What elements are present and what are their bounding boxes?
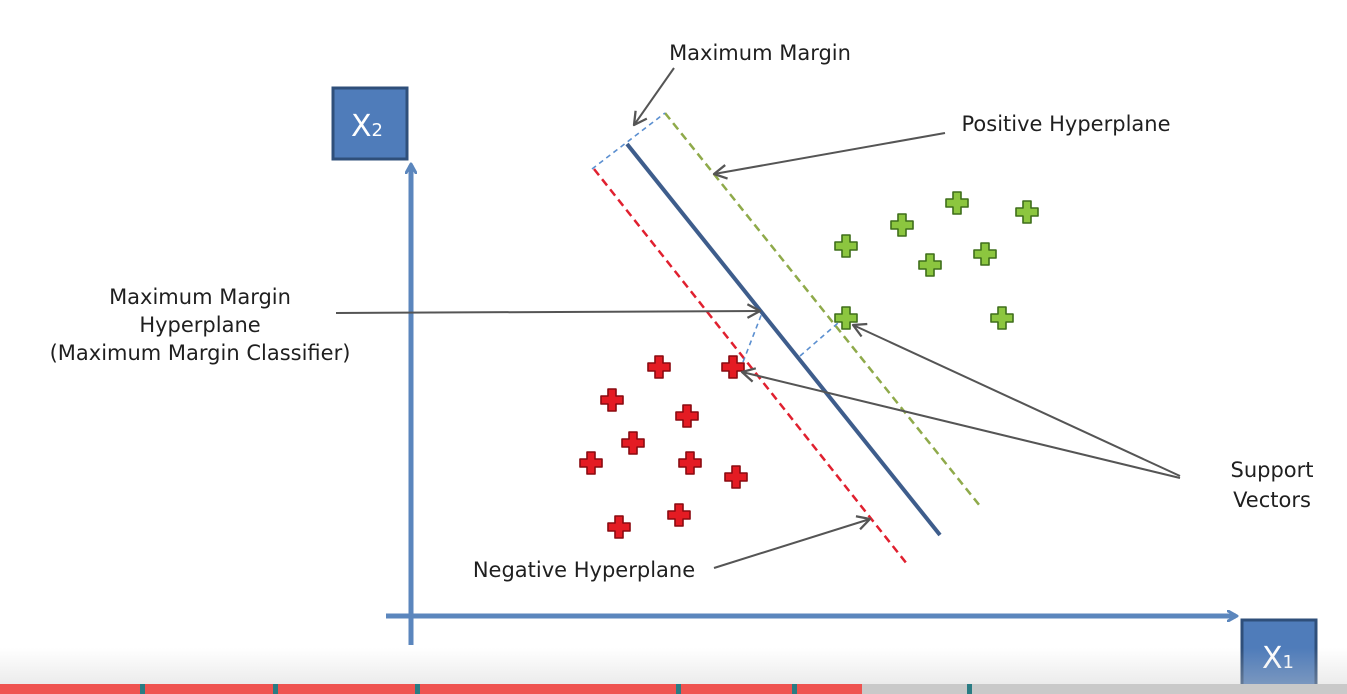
chapter-marker	[273, 684, 278, 694]
axes	[386, 165, 1236, 645]
positive-point	[890, 213, 914, 237]
positive-point	[1015, 200, 1039, 224]
positive-point	[834, 234, 858, 258]
video-progress-fill	[0, 684, 863, 694]
positive-point	[973, 242, 997, 266]
support-margin-connector-right	[799, 315, 847, 357]
maximum-margin-hyperplane-line	[625, 142, 942, 537]
support-vectors-label-line1: Support	[1230, 458, 1313, 482]
support-vector-arrow-upper	[851, 322, 1181, 477]
maximum-margin-label: Maximum Margin	[669, 41, 851, 65]
maximum-margin-arrow	[632, 67, 675, 127]
chapter-marker	[967, 684, 972, 694]
negative-point	[724, 465, 748, 489]
negative-point	[675, 404, 699, 428]
x-axis-subscript: 1	[1283, 652, 1294, 673]
positive-hyperplane-label: Positive Hyperplane	[962, 112, 1171, 136]
support-margin-connector-left	[742, 312, 763, 363]
mmh-arrow	[335, 303, 762, 319]
margin-connectors	[591, 112, 847, 363]
chapter-marker	[140, 684, 145, 694]
positive-points	[834, 191, 1039, 330]
chapter-marker	[415, 684, 420, 694]
svg-text:X2: X2	[351, 109, 383, 144]
negative-point	[647, 355, 671, 379]
svg-text:X1: X1	[1262, 641, 1294, 676]
support-vector-arrow-lower	[740, 367, 1181, 479]
positive-hyperplane-line	[664, 112, 981, 507]
chapter-marker	[792, 684, 797, 694]
annotation-arrows	[335, 67, 1181, 569]
hyperplanes	[593, 112, 981, 565]
mmh-label-line3: (Maximum Margin Classifier)	[50, 341, 351, 365]
mmh-label-line2: Hyperplane	[139, 313, 260, 337]
negative-point	[579, 451, 603, 475]
negative-point	[600, 388, 624, 412]
positive-point	[834, 306, 858, 330]
negative-point	[678, 451, 702, 475]
negative-point	[667, 503, 691, 527]
y-axis-label-box: X2	[331, 86, 409, 161]
x-axis-label: X	[1262, 641, 1283, 676]
positive-hyperplane-arrow	[712, 132, 946, 180]
negative-point	[621, 431, 645, 455]
y-axis-label: X	[351, 109, 372, 144]
negative-hyperplane-line	[593, 168, 908, 565]
negative-hyperplane-arrow	[713, 515, 872, 569]
chapter-marker	[676, 684, 681, 694]
positive-point	[990, 306, 1014, 330]
negative-point	[721, 355, 745, 379]
video-progress-bar[interactable]	[0, 684, 1347, 694]
negative-hyperplane-label: Negative Hyperplane	[473, 558, 695, 582]
top-margin-connector	[591, 112, 666, 170]
y-axis-subscript: 2	[372, 120, 383, 141]
negative-point	[607, 515, 631, 539]
positive-point	[945, 191, 969, 215]
support-vectors-label-line2: Vectors	[1233, 488, 1311, 512]
player-bottom-fade	[0, 648, 1347, 684]
mmh-label-line1: Maximum Margin	[109, 285, 291, 309]
negative-points	[579, 355, 748, 539]
positive-point	[918, 253, 942, 277]
